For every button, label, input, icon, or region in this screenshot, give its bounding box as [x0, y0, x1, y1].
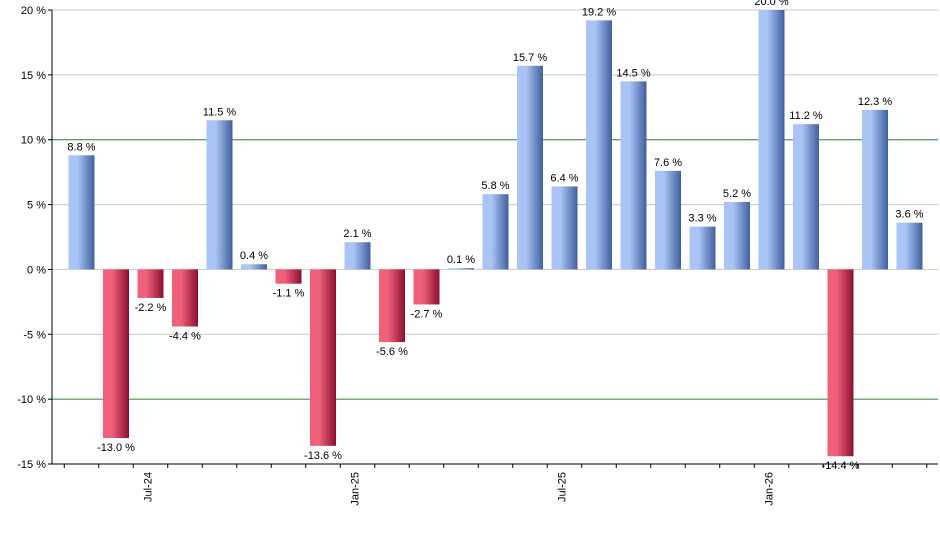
bar-9: [344, 242, 371, 270]
bar-5: [206, 120, 233, 270]
y-tick-label: 0 %: [27, 264, 46, 276]
bar-22: [793, 124, 819, 270]
bar-11: [413, 269, 440, 305]
data-label: 2.1 %: [343, 228, 371, 240]
data-label: 15.7 %: [513, 52, 547, 64]
bar-14: [517, 65, 543, 270]
bar-13: [482, 194, 509, 270]
x-tick-label: Jan-25: [350, 472, 362, 506]
y-tick-label: 20 %: [21, 5, 46, 17]
bar-6: [241, 264, 267, 270]
data-label: -2.2 %: [135, 302, 167, 314]
y-tick-label: 10 %: [21, 135, 46, 147]
data-label: 5.8 %: [481, 180, 509, 192]
bar-25: [896, 222, 923, 270]
data-label: -1.1 %: [273, 288, 305, 300]
bar-24: [862, 109, 888, 270]
bar-4: [172, 269, 198, 327]
bar-7: [275, 269, 302, 284]
data-label: 0.4 %: [240, 250, 268, 262]
data-label: 8.8 %: [67, 141, 95, 153]
data-label: 19.2 %: [582, 6, 616, 18]
x-tick-label: Jul-24: [143, 472, 155, 502]
bar-10: [379, 269, 405, 343]
data-label: 20.0 %: [754, 0, 788, 8]
bar-16: [586, 20, 612, 270]
data-label: -4.4 %: [169, 331, 201, 343]
bar-3: [137, 269, 164, 298]
data-label: -14.4 %: [822, 460, 860, 472]
data-label: 14.5 %: [616, 67, 650, 79]
data-label: 7.6 %: [654, 157, 682, 169]
y-tick-label: -5 %: [23, 329, 46, 341]
bar-20: [724, 201, 750, 270]
data-labels: 8.8 % -13.0 % -2.2 % -4.4 % 11.5 % 0.4 % -1.1 …: [67, 0, 923, 472]
bar-17: [620, 81, 647, 270]
data-label: 3.3 %: [688, 213, 716, 225]
bar-1: [68, 155, 95, 270]
data-label: 6.4 %: [550, 172, 578, 184]
data-label: 3.6 %: [895, 209, 923, 221]
bar-21: [758, 10, 785, 270]
data-label: -13.6 %: [304, 450, 342, 462]
data-label: 11.2 %: [789, 110, 823, 122]
bar-12: [448, 268, 474, 270]
bar-18: [655, 170, 681, 270]
y-tick-label: 5 %: [27, 200, 46, 212]
data-label: 5.2 %: [723, 188, 751, 200]
data-label: -2.7 %: [411, 308, 443, 320]
bar-8: [310, 269, 336, 446]
bar-19: [689, 226, 716, 270]
y-tick-label: 15 %: [21, 70, 46, 82]
bar-15: [551, 186, 578, 270]
data-label: 11.5 %: [203, 106, 237, 118]
data-label: 12.3 %: [858, 96, 892, 108]
bar-23: [827, 269, 854, 457]
axes: 20 % 15 % 10 % 5 % 0 % -5 % -10 % -15 % Jul-24 Ja…: [17, 5, 938, 506]
y-tick-label: -10 %: [17, 394, 46, 406]
bars: [68, 10, 923, 457]
data-label: -13.0 %: [97, 442, 135, 454]
x-tick-label: Jul-25: [557, 472, 569, 502]
x-tick-label: Jan-26: [764, 472, 776, 506]
data-label: 0.1 %: [447, 254, 475, 266]
y-tick-label: -15 %: [17, 459, 46, 471]
bar-2: [103, 269, 129, 439]
data-label: -5.6 %: [376, 346, 408, 358]
